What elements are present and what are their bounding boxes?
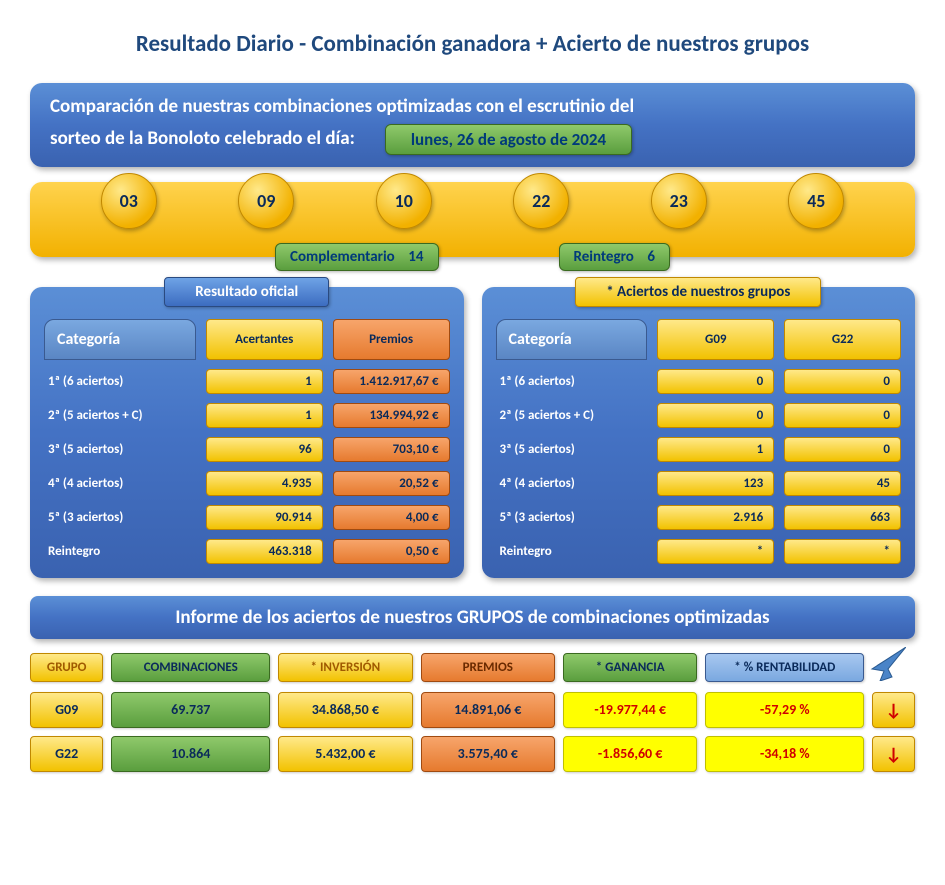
reint-label: Reintegro [574,248,634,266]
table-row-label: Reintegro [44,539,196,564]
report-cell-grupo: G22 [30,736,103,772]
pointer-arrow-cell [872,653,915,682]
ball-2: 09 [238,173,294,229]
report-header-comb: COMBINACIONES [111,653,270,682]
ball-6: 45 [788,173,844,229]
right-col2-header: G22 [784,319,901,360]
ball-3: 10 [376,173,432,229]
table-cell: 663 [784,505,901,530]
table-cell: 4.935 [206,471,323,496]
ball-1: 03 [101,173,157,229]
table-cell: 0 [784,403,901,428]
table-cell: * [784,539,901,564]
report-cell-comb: 10.864 [111,736,270,772]
left-col2-header: Premios [333,319,450,360]
table-cell: 463.318 [206,539,323,564]
ball-5: 23 [651,173,707,229]
official-result-panel: Resultado oficial Categoría Acertantes P… [30,287,464,578]
left-col1-header: Acertantes [206,319,323,360]
right-col1-header: G09 [657,319,774,360]
table-cell: 1 [657,437,774,462]
table-row-label: 4ª (4 aciertos) [44,471,196,496]
table-cell: 0 [657,369,774,394]
report-cell-inv: 5.432,00 € [278,736,412,772]
table-row-label: 4ª (4 aciertos) [496,471,648,496]
intro-line2: sorteo de la Bonoloto celebrado el día: [50,127,355,152]
table-cell: 90.914 [206,505,323,530]
arrow-down-icon: ↓ [872,736,915,772]
table-cell: 0 [784,437,901,462]
comp-label: Complementario [290,248,395,266]
report-cell-rent: -34,18 % [705,736,864,772]
groups-result-panel: * Aciertos de nuestros grupos Categoría … [482,287,916,578]
official-header: Resultado oficial [164,277,329,307]
table-row-label: 5ª (3 aciertos) [44,505,196,530]
table-row-label: Reintegro [496,539,648,564]
table-cell: 0 [784,369,901,394]
page-title: Resultado Diario - Combinación ganadora … [30,30,915,58]
report-cell-gan: -1.856,60 € [563,736,697,772]
table-cell: 20,52 € [333,471,450,496]
table-row-label: 1ª (6 aciertos) [44,369,196,394]
report-header-grupo: GRUPO [30,653,103,682]
complementario-pill: Complementario 14 [275,243,439,271]
table-row-label: 2ª (5 aciertos + C) [44,403,196,428]
table-cell: * [657,539,774,564]
report-cell-inv: 34.868,50 € [278,692,412,728]
table-cell: 123 [657,471,774,496]
report-header-prem: PREMIOS [421,653,555,682]
table-cell: 1 [206,403,323,428]
table-row-label: 3ª (5 aciertos) [496,437,648,462]
report-cell-rent: -57,29 % [705,692,864,728]
table-cell: 96 [206,437,323,462]
report-cell-gan: -19.977,44 € [563,692,697,728]
table-row-label: 5ª (3 aciertos) [496,505,648,530]
table-cell: 0 [657,403,774,428]
report-header-inv: * INVERSIÓN [278,653,412,682]
report-header-rent: * % RENTABILIDAD [705,653,864,682]
table-cell: 45 [784,471,901,496]
ball-4: 22 [513,173,569,229]
table-cell: 1.412.917,67 € [333,369,450,394]
reint-value: 6 [647,248,655,266]
report-header-row: GRUPO COMBINACIONES * INVERSIÓN PREMIOS … [30,653,915,682]
report-cell-prem: 3.575,40 € [421,736,555,772]
date-pill: lunes, 26 de agosto de 2024 [385,124,632,155]
table-cell: 4,00 € [333,505,450,530]
report-row: G09 69.737 34.868,50 € 14.891,06 € -19.9… [30,692,915,728]
report-header-gan: * GANANCIA [563,653,697,682]
report-row: G22 10.864 5.432,00 € 3.575,40 € -1.856,… [30,736,915,772]
table-row-label: 3ª (5 aciertos) [44,437,196,462]
table-cell: 0,50 € [333,539,450,564]
table-row-label: 1ª (6 aciertos) [496,369,648,394]
table-cell: 134.994,92 € [333,403,450,428]
report-cell-comb: 69.737 [111,692,270,728]
right-cat-header: Categoría [496,319,648,360]
table-cell: 2.916 [657,505,774,530]
left-cat-header: Categoría [44,319,196,360]
report-cell-grupo: G09 [30,692,103,728]
table-cell: 703,10 € [333,437,450,462]
table-cell: 1 [206,369,323,394]
intro-line1: Comparación de nuestras combinaciones op… [50,95,895,120]
winning-numbers-bar: 03 09 10 22 23 45 Complementario 14 Rein… [30,182,915,257]
arrow-down-icon: ↓ [872,692,915,728]
report-title: Informe de los aciertos de nuestros GRUP… [30,596,915,639]
intro-panel: Comparación de nuestras combinaciones op… [30,83,915,167]
report-cell-prem: 14.891,06 € [421,692,555,728]
pointer-arrow-icon [866,647,906,681]
comp-value: 14 [408,248,423,266]
reintegro-pill: Reintegro 6 [559,243,670,271]
table-row-label: 2ª (5 aciertos + C) [496,403,648,428]
groups-header: * Aciertos de nuestros grupos [575,277,821,307]
